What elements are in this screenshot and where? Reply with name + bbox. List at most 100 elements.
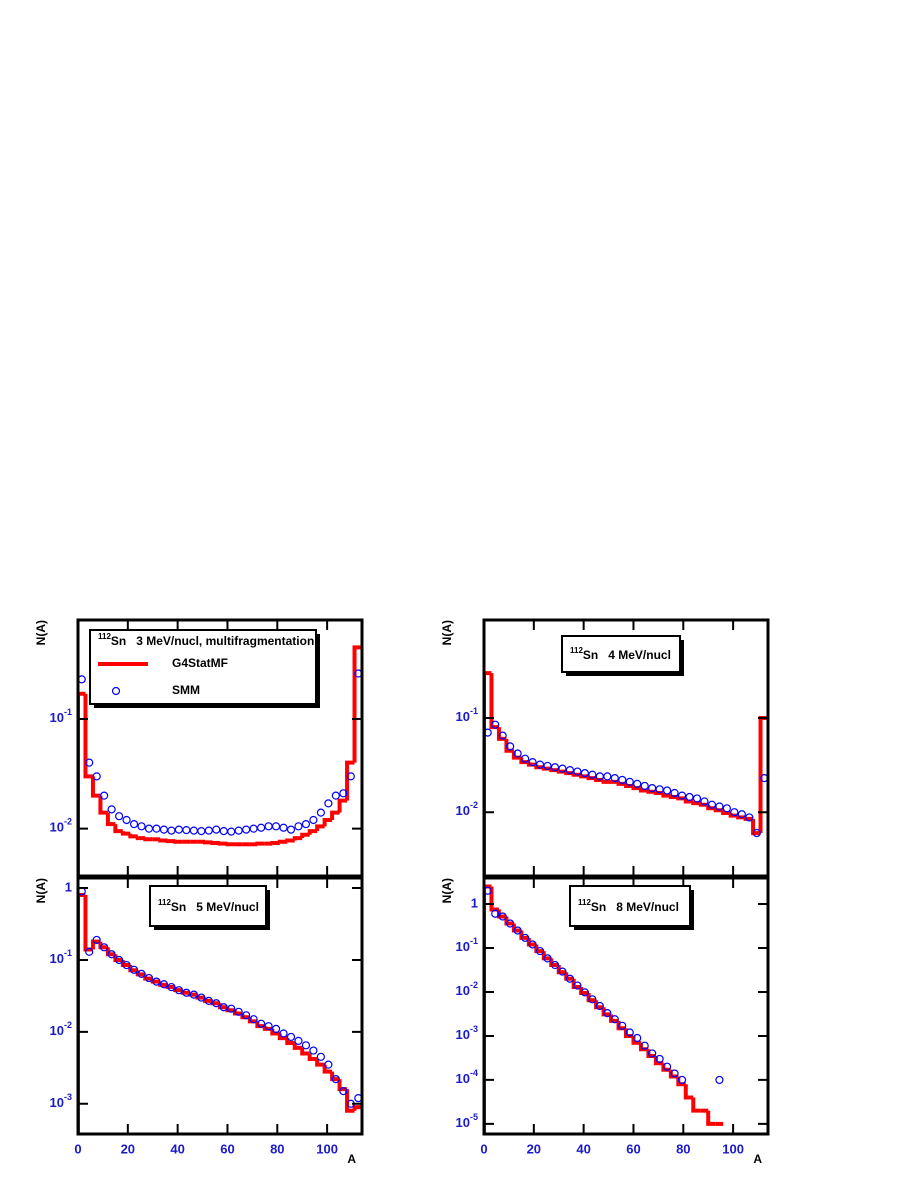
plot-frame (76, 618, 364, 878)
data-point (506, 919, 515, 928)
histogram-bin (270, 840, 280, 845)
data-point (331, 1075, 340, 1084)
histogram-bin (352, 645, 362, 763)
isotope: Sn (583, 648, 598, 662)
data-point (535, 946, 545, 956)
data-point (294, 822, 303, 831)
data-point (242, 1011, 251, 1020)
histogram-bin (721, 810, 731, 816)
histogram-bin (489, 886, 499, 912)
data-point (234, 826, 243, 835)
histogram-bin (683, 798, 694, 804)
title-text: 5 MeV/nucl (186, 900, 259, 914)
x-tick-label: 40 (576, 1141, 590, 1156)
plot-area (78, 887, 362, 1134)
histogram-bin (277, 839, 288, 844)
panel-title: 112Sn 8 MeV/nucl (578, 898, 679, 914)
histogram-bin (90, 776, 101, 798)
panel-title: 112Sn 5 MeV/nucl (158, 898, 259, 914)
data-point (730, 808, 739, 817)
y-tick-label: 10-3 (456, 1024, 478, 1042)
data-point (692, 794, 702, 803)
tick-exponent: -2 (64, 1020, 72, 1030)
data-point (197, 993, 206, 1002)
histogram-bin (337, 1079, 348, 1092)
data-point (100, 943, 109, 952)
y-axis-label: N(A) (34, 878, 48, 903)
data-point (663, 1062, 672, 1071)
data-point (137, 969, 146, 979)
data-point (745, 813, 754, 822)
histogram-bin (691, 1097, 701, 1113)
data-point (189, 826, 198, 835)
legend-label: G4StatMF (172, 656, 228, 670)
histogram-bin (128, 833, 138, 839)
histogram-bin (78, 691, 86, 876)
histogram-bin (706, 1110, 716, 1126)
legend-marker (111, 686, 121, 696)
histogram-bin (90, 939, 101, 950)
histogram-bin (352, 1105, 362, 1111)
data-point (707, 800, 717, 809)
y-tick-label: 10-2 (456, 801, 478, 819)
data-point (144, 824, 154, 833)
data-point (227, 827, 236, 836)
x-tick-label: 100 (722, 1141, 744, 1156)
histogram-bin (631, 785, 641, 791)
plot-area (78, 645, 362, 876)
histogram-bin (337, 798, 348, 813)
data-point (715, 1075, 724, 1085)
data-point (498, 731, 507, 740)
data-point (264, 822, 273, 831)
x-tick-label: 0 (74, 1141, 81, 1156)
histogram-bin (98, 795, 108, 815)
data-point (316, 1052, 325, 1061)
tick-base: 10 (50, 1023, 64, 1038)
data-point (528, 940, 537, 949)
data-point (174, 986, 183, 995)
data-point (159, 825, 169, 834)
histogram-bin (315, 824, 325, 832)
data-point (212, 825, 221, 834)
data-point (294, 1036, 303, 1045)
panel-title: 112Sn 3 MeV/nucl, multifragmentation (98, 632, 314, 648)
tick-exponent: -3 (470, 1024, 478, 1034)
data-point (144, 973, 154, 983)
data-point (513, 926, 522, 935)
data-point (700, 797, 709, 806)
histogram-bin (683, 1084, 694, 1100)
histogram-bin (173, 839, 183, 844)
data-point (301, 820, 311, 829)
data-point (640, 1041, 649, 1050)
histogram-bin (484, 884, 492, 1134)
histogram-bin (646, 1049, 656, 1059)
data-point (309, 815, 318, 825)
histogram-bin (143, 837, 153, 842)
data-point (122, 815, 131, 825)
panel: 10-110-2N(A)112Sn 4 MeV/nucl (440, 618, 770, 878)
data-point (331, 791, 340, 800)
data-point (663, 786, 672, 795)
x-tick-label: 40 (170, 1141, 184, 1156)
tick-exponent: -3 (64, 1092, 72, 1102)
histogram-bin (504, 738, 514, 753)
x-tick-label: 60 (626, 1141, 640, 1156)
x-axis-label: A (753, 1152, 762, 1166)
y-tick-label: 10-4 (456, 1068, 478, 1086)
y-tick-label: 10-1 (456, 706, 478, 724)
tick-base: 10 (456, 1115, 470, 1130)
data-point (737, 810, 746, 819)
data-point (573, 981, 582, 990)
data-point (715, 802, 724, 811)
data-point (271, 1024, 281, 1033)
histogram-bin (616, 1020, 626, 1031)
data-point (618, 1021, 627, 1030)
tick-base: 10 (456, 709, 470, 724)
tick-exponent: -5 (470, 1112, 478, 1122)
data-point (558, 764, 567, 773)
data-point (107, 805, 116, 814)
data-point (92, 772, 101, 781)
data-point (573, 767, 582, 776)
data-point (543, 761, 552, 771)
histogram-bin (638, 788, 649, 793)
